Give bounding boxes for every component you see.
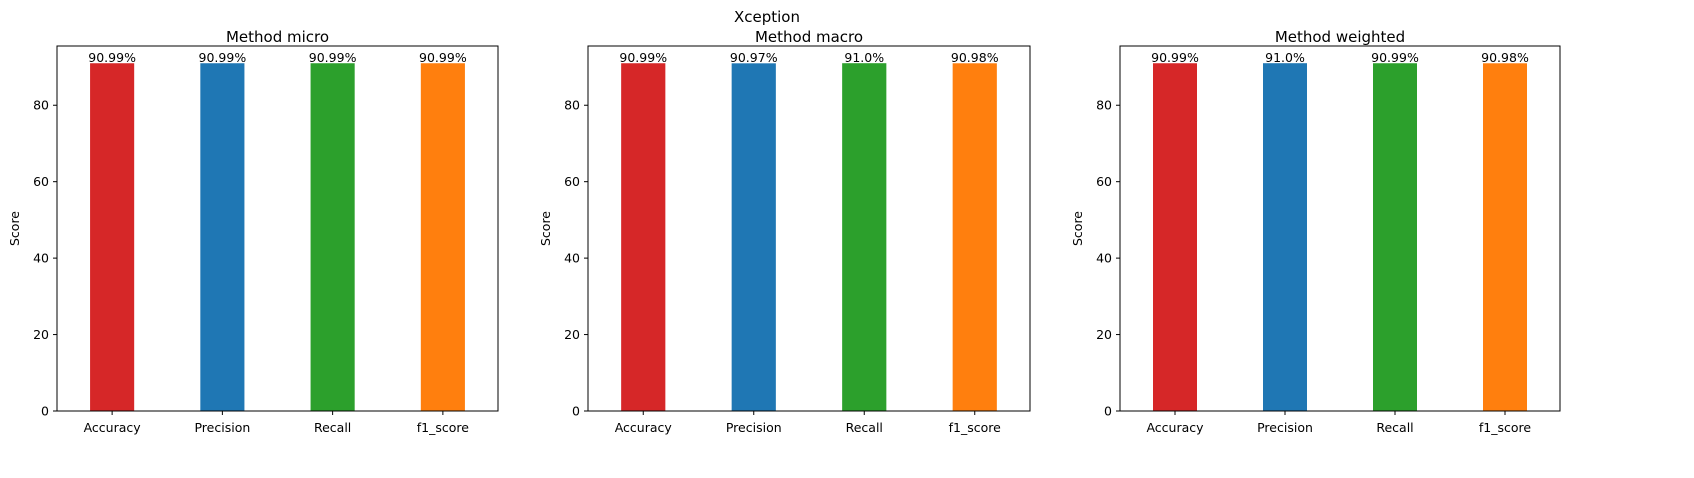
y-tick-label: 40 (1096, 251, 1112, 266)
data-label: 90.99% (619, 50, 667, 65)
bar-accuracy (90, 63, 135, 411)
bar-recall (310, 63, 355, 411)
bar-precision (731, 63, 776, 412)
bar-recall (1373, 63, 1417, 411)
y-axis-label: Score (538, 211, 553, 246)
subplot-1: Method micro 90.99% Accuracy 90.99% Precisio… (7, 28, 499, 435)
subplot-title: Method micro (226, 28, 329, 46)
subplot-title: Method weighted (1275, 28, 1405, 46)
figure-title: Xception (734, 8, 800, 26)
x-tick-label: Precision (1257, 420, 1313, 435)
x-tick-label: f1_score (949, 420, 1002, 435)
axes-frame (1119, 45, 1561, 412)
bar-f1_score (1483, 63, 1527, 412)
axes-frame (56, 45, 499, 412)
y-tick-label: 20 (33, 327, 49, 342)
x-tick-label: Recall (314, 420, 351, 435)
bar-recall (842, 63, 887, 412)
y-tick-label: 80 (1096, 98, 1112, 113)
x-tick-label: Accuracy (615, 420, 673, 435)
x-tick-label: Accuracy (84, 420, 142, 435)
y-tick-label: 40 (33, 251, 49, 266)
bar-accuracy (1153, 63, 1197, 411)
subplot-title: Method macro (755, 28, 863, 46)
bar-f1_score (952, 63, 997, 412)
y-axis-label: Score (7, 211, 22, 246)
y-tick-label: 0 (1104, 404, 1112, 419)
subplot-2: Method macro 90.99% Accuracy 90.97% Precisio… (538, 28, 1031, 435)
x-tick-label: f1_score (417, 420, 470, 435)
data-label: 90.98% (1481, 50, 1529, 65)
y-tick-label: 60 (1096, 174, 1112, 189)
y-tick-label: 80 (33, 98, 49, 113)
data-label: 90.97% (730, 50, 778, 65)
data-label: 90.99% (1371, 50, 1419, 65)
data-label: 90.99% (1151, 50, 1199, 65)
data-label: 90.99% (199, 50, 247, 65)
y-tick-label: 20 (1096, 327, 1112, 342)
data-label: 90.98% (951, 50, 999, 65)
y-tick-label: 80 (564, 98, 580, 113)
x-tick-label: Precision (726, 420, 782, 435)
bar-precision (200, 63, 245, 411)
data-label: 90.99% (88, 50, 136, 65)
axes-frame (587, 45, 1031, 412)
bar-f1_score (420, 63, 465, 411)
bar-accuracy (621, 63, 666, 411)
x-tick-label: Recall (1376, 420, 1413, 435)
data-label: 90.99% (309, 50, 357, 65)
y-tick-label: 20 (564, 327, 580, 342)
bar-precision (1263, 63, 1307, 412)
x-tick-label: Precision (194, 420, 250, 435)
x-tick-label: Accuracy (1146, 420, 1204, 435)
x-tick-label: f1_score (1479, 420, 1532, 435)
y-tick-label: 0 (41, 404, 49, 419)
y-tick-label: 60 (564, 174, 580, 189)
y-tick-label: 60 (33, 174, 49, 189)
y-axis-label: Score (1070, 211, 1085, 246)
data-label: 90.99% (419, 50, 467, 65)
x-tick-label: Recall (846, 420, 883, 435)
data-label: 91.0% (844, 50, 884, 65)
y-tick-label: 0 (572, 404, 580, 419)
data-label: 91.0% (1265, 50, 1305, 65)
y-tick-label: 40 (564, 251, 580, 266)
subplot-3: Method weighted 90.99% Accuracy 91.0% Precis… (1070, 28, 1561, 435)
